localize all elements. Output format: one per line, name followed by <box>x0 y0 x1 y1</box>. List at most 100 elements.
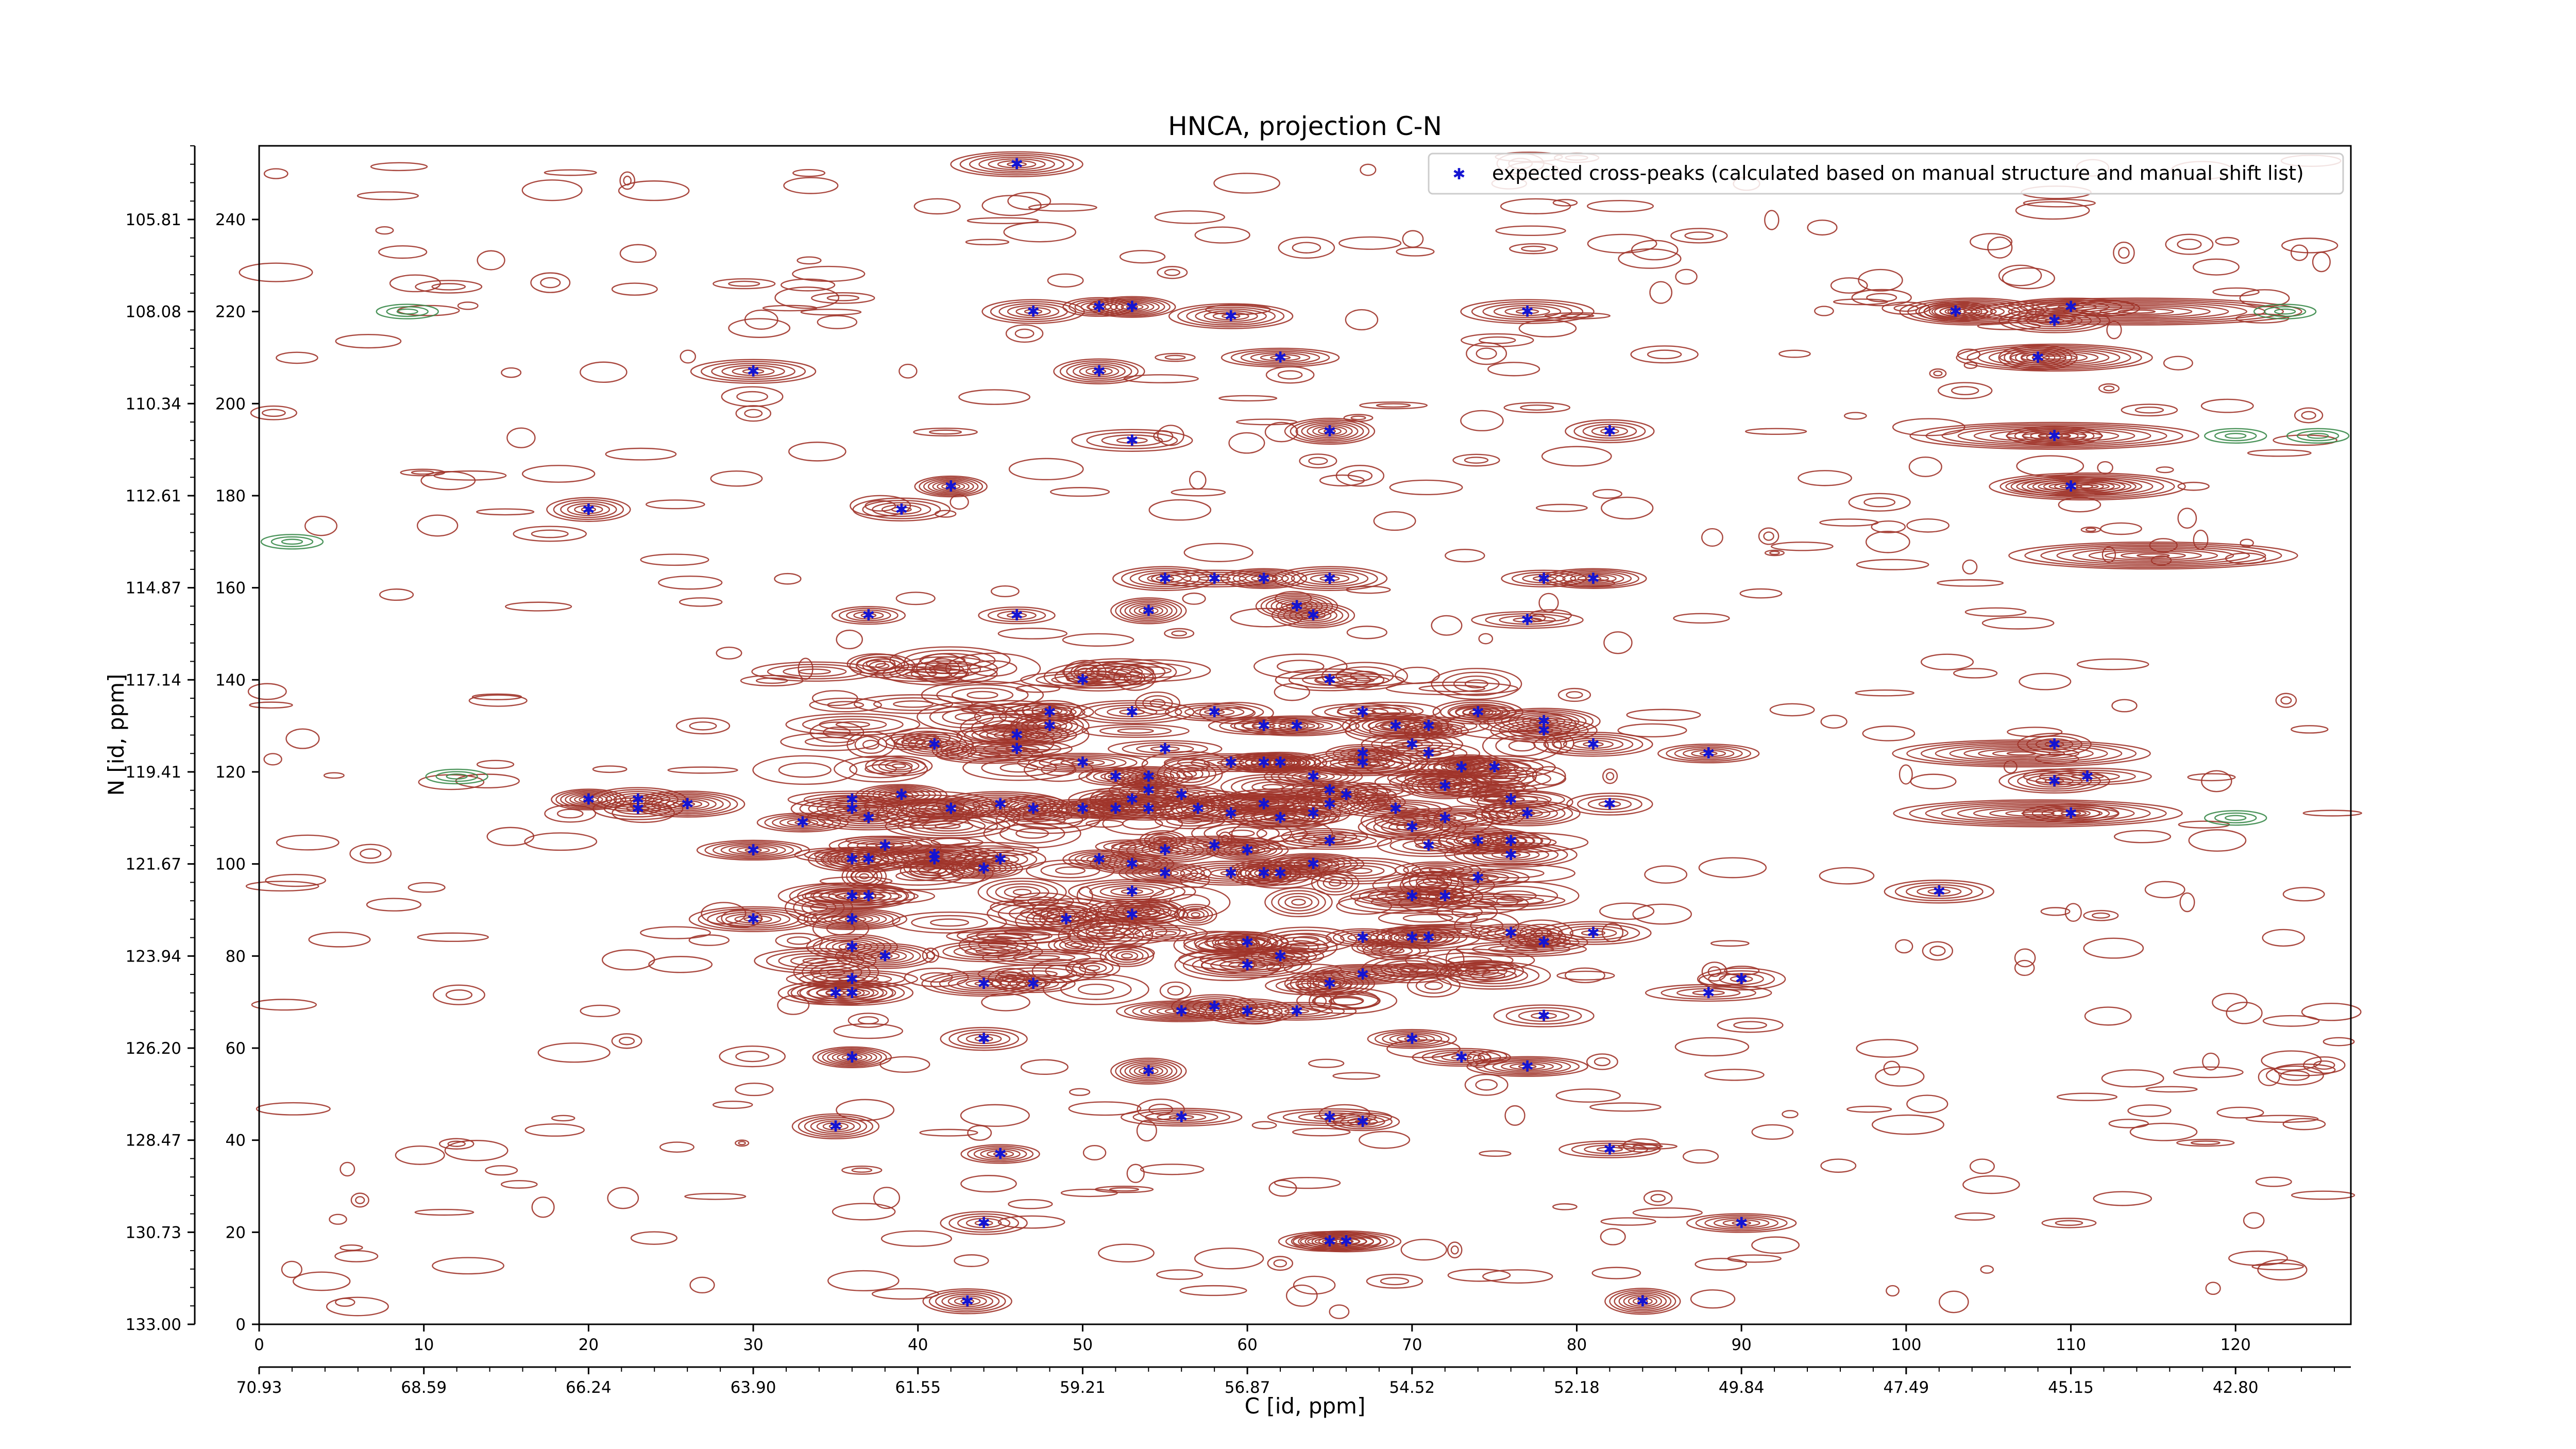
peak-contour <box>1569 928 1617 938</box>
peak-contour <box>862 739 879 750</box>
peak-contour <box>567 503 611 516</box>
peak-contour <box>838 916 867 923</box>
peak-contour <box>1066 362 1132 381</box>
noise-contour <box>1329 1304 1350 1319</box>
noise-contour <box>1008 1199 1053 1209</box>
noise-contour <box>1366 1273 1423 1289</box>
noise-contour <box>304 515 337 536</box>
noise-contour <box>2103 385 2115 392</box>
peak-contour <box>720 844 786 856</box>
cross-peak-marker: ✱ <box>1126 855 1139 873</box>
peak-contour <box>1300 861 1327 867</box>
peak-contour <box>1278 722 1315 730</box>
peak-contour <box>1340 1116 1385 1128</box>
noise-contour <box>744 309 778 330</box>
peak-contour <box>1482 849 1540 861</box>
peak-contour <box>1695 1215 1788 1232</box>
noise-contour <box>1751 1124 1794 1140</box>
peak-contour <box>1085 906 1179 923</box>
peak-contour <box>2010 351 2099 364</box>
noise-contour <box>2076 658 2149 670</box>
peak-contour <box>1257 576 1271 581</box>
noise-contour <box>1698 857 1767 879</box>
peak-contour <box>1278 892 1319 912</box>
peak-contour <box>1200 866 1262 880</box>
noise-contour <box>1858 268 1903 292</box>
cross-peak-marker: ✱ <box>1076 800 1089 818</box>
cross-peak-marker: ✱ <box>862 887 875 905</box>
peak-contour <box>1191 912 1201 918</box>
peak-contour <box>1466 1056 1588 1077</box>
noise-contour <box>1450 1245 1459 1255</box>
peak-contour <box>2048 482 2093 491</box>
cross-peak-marker: ✱ <box>1323 671 1336 689</box>
peak-contour <box>1418 684 1486 693</box>
peak-contour <box>1572 739 1614 749</box>
peak-contour <box>824 913 880 925</box>
tick-label: 133.00 <box>126 1316 181 1334</box>
noise-contour <box>1937 382 1993 399</box>
peak-contour <box>923 857 945 862</box>
peak-contour <box>1414 827 1542 855</box>
cross-peak-marker: ✱ <box>582 791 595 809</box>
peak-contour <box>971 727 1062 744</box>
noise-contour <box>1682 1149 1719 1164</box>
peak-contour <box>1126 840 1204 860</box>
noise-contour <box>1557 687 1591 702</box>
cross-peak-marker: ✱ <box>1603 1141 1616 1159</box>
cross-peak-marker: ✱ <box>878 837 891 855</box>
noise-contour <box>2097 461 2113 475</box>
cross-peak-marker: ✱ <box>1142 602 1155 620</box>
tick-label: 90 <box>1731 1336 1751 1354</box>
peak-contour <box>1072 960 1114 976</box>
noise-contour <box>485 1165 518 1176</box>
noise-contour <box>1520 405 1554 411</box>
cross-peak-marker: ✱ <box>1455 759 1468 777</box>
cross-peak-marker: ✱ <box>1060 911 1073 929</box>
peak-contour <box>999 823 1065 844</box>
peak-contour <box>837 811 900 825</box>
peak-contour <box>787 790 917 808</box>
peak-contour <box>643 794 731 815</box>
peak-contour <box>1400 772 1489 799</box>
peak-contour <box>1915 300 2029 323</box>
peak-contour <box>1250 352 1311 363</box>
peak-contour <box>1206 839 1289 861</box>
peak-contour <box>1195 308 1267 324</box>
noise-contour <box>1871 1114 1944 1135</box>
peak-contour <box>2010 475 2164 498</box>
noise-contour <box>249 701 293 709</box>
cross-peak-marker: ✱ <box>1537 713 1550 731</box>
tick-label: 60 <box>226 1039 246 1058</box>
peak-contour <box>802 887 936 905</box>
peak-contour <box>1285 804 1342 822</box>
noise-contour <box>1899 764 1913 785</box>
noise-contour <box>366 898 422 912</box>
peak-contour <box>1219 1003 1276 1019</box>
noise-contour <box>308 932 371 948</box>
peak-contour <box>1469 709 1486 715</box>
peak-contour <box>1051 675 1114 685</box>
peak-contour <box>1925 802 2151 824</box>
tick-label: 130.73 <box>126 1223 181 1242</box>
tick-label: 0 <box>235 1316 246 1334</box>
peak-contour <box>1229 845 1266 855</box>
noise-contour <box>774 572 802 585</box>
peak-contour <box>1026 859 1115 882</box>
cross-peak-marker: ✱ <box>1258 865 1270 883</box>
peak-contour <box>551 788 626 811</box>
peak-contour <box>983 818 1081 849</box>
negative-contour <box>2204 428 2267 444</box>
cross-peak-marker: ✱ <box>1258 717 1270 735</box>
cross-peak-marker: ✱ <box>1010 727 1023 745</box>
peak-contour <box>817 985 888 1001</box>
peak-contour <box>1389 745 1468 763</box>
peak-contour <box>1481 868 1545 879</box>
noise-contour <box>285 728 320 749</box>
peak-contour <box>1184 706 1245 718</box>
peak-contour <box>1108 740 1223 758</box>
peak-contour <box>972 852 1028 867</box>
peak-contour <box>1121 1107 1243 1127</box>
tick-label: 0 <box>254 1336 264 1354</box>
tick-label: 200 <box>215 395 246 413</box>
